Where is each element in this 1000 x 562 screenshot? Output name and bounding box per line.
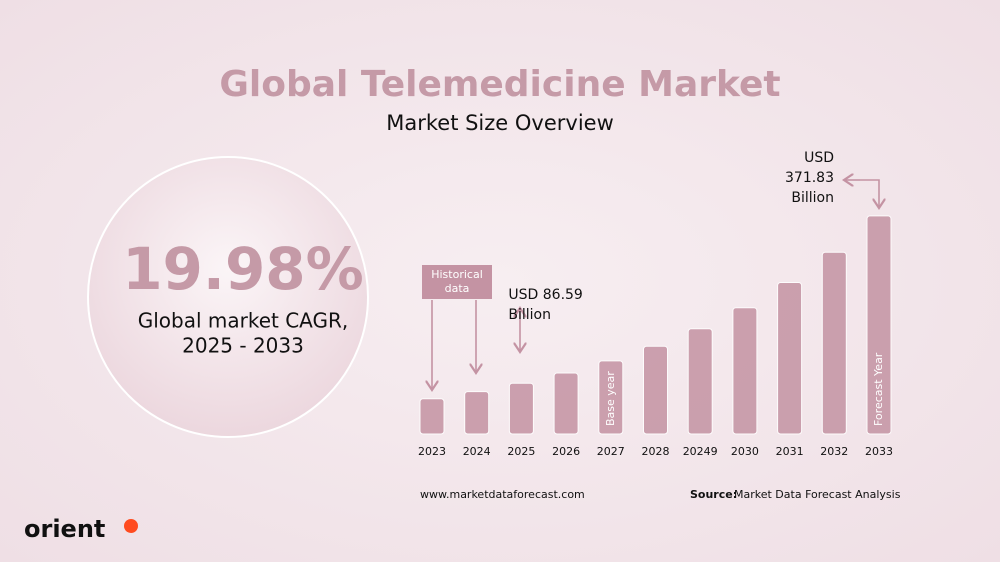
bars: 2023 2024 2025 2026 2027 2028 20249 2030 2031 203… [418, 150, 893, 458]
historical-label: data [445, 282, 470, 295]
brand-dot [124, 519, 138, 533]
x-tick-label: 2028 [642, 445, 670, 458]
cagr-value: 19.98% [122, 235, 364, 303]
bar [553, 372, 579, 435]
annotation: Billion [508, 307, 551, 323]
subtitle: Market Size Overview [386, 111, 614, 135]
bar [777, 281, 803, 435]
x-tick-label: 2023 [418, 445, 446, 458]
bar [419, 398, 445, 435]
x-tick-label: 2024 [463, 445, 491, 458]
cagr-caption: Global market CAGR, [138, 309, 349, 333]
website: www.marketdataforecast.com [420, 488, 585, 501]
bar-inner-label: Forecast Year [872, 352, 885, 426]
bar [732, 307, 758, 435]
x-tick-label: 2026 [552, 445, 580, 458]
source-label: Source: [690, 488, 737, 501]
bar [643, 345, 668, 435]
bar [687, 328, 713, 435]
bar [598, 360, 624, 435]
x-tick-label: 2031 [776, 445, 804, 458]
x-tick-label: 2027 [597, 445, 625, 458]
cagr-circle [87, 156, 369, 438]
annotation: USD 86.59 [508, 287, 582, 303]
x-tick-label: 2033 [865, 445, 893, 458]
bar [508, 382, 534, 435]
bar [464, 391, 490, 435]
title: Global Telemedicine Market [219, 64, 780, 105]
bar [821, 251, 847, 435]
cagr-caption: 2025 - 2033 [182, 334, 304, 358]
x-tick-label: 2025 [507, 445, 535, 458]
annotation: USD [804, 150, 834, 166]
bar-inner-label: Base year [604, 371, 617, 426]
historical-box [422, 265, 492, 299]
bar [866, 215, 892, 435]
historical-label: Historical [431, 268, 483, 281]
source: Market Data Forecast Analysis [734, 488, 901, 501]
arrow [860, 179, 879, 208]
annotation: Billion [791, 190, 834, 206]
brand: orient [24, 515, 105, 543]
annotation: 371.83 [785, 170, 834, 186]
x-tick-label: 2032 [820, 445, 848, 458]
x-tick-label: 2030 [731, 445, 759, 458]
x-tick-label: 20249 [683, 445, 718, 458]
